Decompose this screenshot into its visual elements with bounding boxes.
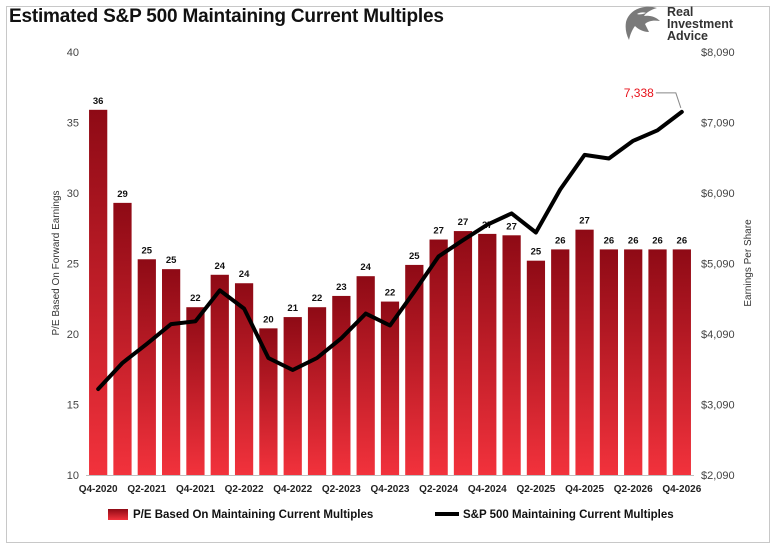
x-axis: Q4-2020 Q2-2021 Q4-2021 Q2-2022 Q4-2022 Q2-20… (79, 475, 702, 495)
bar (526, 260, 546, 475)
y2-tick-label: $5,090 (701, 259, 735, 271)
x-tick-label: Q2-2022 (225, 484, 264, 495)
bar-data-label: 23 (336, 282, 347, 293)
logo-text: Real Investment Advice (667, 5, 733, 43)
y-tick-label: 25 (67, 259, 79, 271)
y2-tick-label: $2,090 (701, 470, 735, 482)
bar-data-labels: 36 29 25 25 22 24 24 20 21 22 23 24 22 25 27 27 27 27 25 26… (93, 96, 687, 326)
y-tick-label: 15 (67, 400, 79, 412)
legend: P/E Based On Maintaining Current Multipl… (108, 509, 674, 521)
bar (672, 249, 691, 475)
x-tick-label: Q4-2021 (176, 484, 215, 495)
x-tick-label: Q2-2025 (516, 484, 555, 495)
bar (283, 317, 302, 475)
bar-data-label: 25 (531, 247, 542, 258)
eagle-head-icon (625, 6, 660, 40)
callout-leader-line (655, 92, 682, 109)
bar (162, 269, 181, 475)
bar-data-label: 21 (287, 303, 298, 314)
legend-line-label: S&P 500 Maintaining Current Multiples (463, 509, 674, 521)
x-tick-label: Q2-2021 (127, 484, 166, 495)
bar (429, 239, 448, 475)
bar-data-label: 29 (117, 189, 128, 200)
bar-data-label: 25 (409, 251, 420, 262)
y-tick-label: 10 (67, 470, 79, 482)
x-tick-label: Q4-2026 (662, 484, 701, 495)
bar-data-label: 26 (628, 235, 639, 246)
y-tick-label: 30 (67, 188, 79, 200)
bar (89, 109, 108, 475)
bar (259, 328, 278, 475)
bar-data-label: 22 (385, 288, 396, 299)
x-tick-label: Q4-2020 (79, 484, 118, 495)
bar (356, 276, 375, 475)
bar (137, 259, 156, 475)
bar (332, 295, 351, 475)
bar (551, 249, 570, 475)
bar (648, 249, 667, 475)
bar-data-label: 27 (506, 221, 517, 232)
chart-title: Estimated S&P 500 Maintaining Current Mu… (9, 6, 444, 27)
y2-axis-title: Earnings Per Share (743, 219, 754, 307)
bar (210, 274, 229, 475)
y2-tick-label: $6,090 (701, 188, 735, 200)
bar (502, 235, 521, 475)
y2-tick-label: $7,090 (701, 118, 735, 130)
y-tick-label: 40 (67, 47, 79, 59)
bar-data-label: 24 (239, 269, 250, 280)
bar (478, 233, 497, 475)
x-tick-label: Q4-2025 (565, 484, 604, 495)
x-tick-label: Q2-2024 (419, 484, 458, 495)
bar (380, 301, 400, 475)
bar-data-label: 24 (214, 261, 225, 272)
bar (234, 283, 254, 475)
bar-data-label: 20 (263, 314, 274, 325)
bar-data-label: 27 (579, 216, 590, 227)
x-tick-label: Q4-2022 (273, 484, 312, 495)
bar-data-label: 25 (166, 255, 177, 266)
bar-series (89, 109, 691, 475)
bar (307, 307, 327, 475)
sp500-line (96, 109, 684, 391)
bar-data-label: 26 (604, 235, 615, 246)
bar (624, 249, 643, 475)
bar (186, 307, 205, 475)
bar-data-label: 22 (190, 293, 201, 304)
logo-line-3: Advice (667, 29, 708, 43)
y2-tick-label: $4,090 (701, 329, 735, 341)
bar-data-label: 27 (433, 226, 444, 237)
bar (405, 264, 424, 475)
logo-line-1: Real (667, 5, 694, 19)
bar-data-label: 25 (142, 245, 153, 256)
y2-tick-label: $8,090 (701, 47, 735, 59)
line-series: 7,338 (96, 86, 684, 391)
right-axis: $2,090 $3,090 $4,090 $5,090 $6,090 $7,090 $8,0… (701, 47, 735, 482)
bar (113, 202, 132, 475)
y-axis-title: P/E Based On Forward Earnings (51, 190, 62, 335)
x-tick-label: Q2-2026 (614, 484, 653, 495)
bar-data-label: 24 (360, 262, 371, 273)
x-tick-label: Q2-2023 (322, 484, 361, 495)
y-tick-label: 20 (67, 329, 79, 341)
legend-bar-swatch (108, 509, 128, 520)
left-axis: 10 15 20 25 30 35 40 (67, 47, 79, 482)
y-tick-label: 35 (67, 118, 79, 130)
bar-data-label: 26 (555, 235, 566, 246)
bar-data-label: 36 (93, 96, 104, 107)
bar (575, 229, 594, 475)
bar-data-label: 26 (652, 235, 663, 246)
bar-data-label: 22 (312, 293, 323, 304)
x-tick-label: Q4-2023 (371, 484, 410, 495)
y2-tick-label: $3,090 (701, 400, 735, 412)
bar-data-label: 27 (458, 217, 469, 228)
x-tick-label: Q4-2024 (468, 484, 507, 495)
legend-bar-label: P/E Based On Maintaining Current Multipl… (133, 509, 373, 521)
logo: Real Investment Advice (623, 2, 773, 46)
logo-line-2: Investment (667, 17, 733, 31)
bar (453, 231, 473, 475)
bar-data-label: 26 (677, 235, 688, 246)
callout-label: 7,338 (624, 86, 654, 100)
bar (599, 249, 618, 475)
